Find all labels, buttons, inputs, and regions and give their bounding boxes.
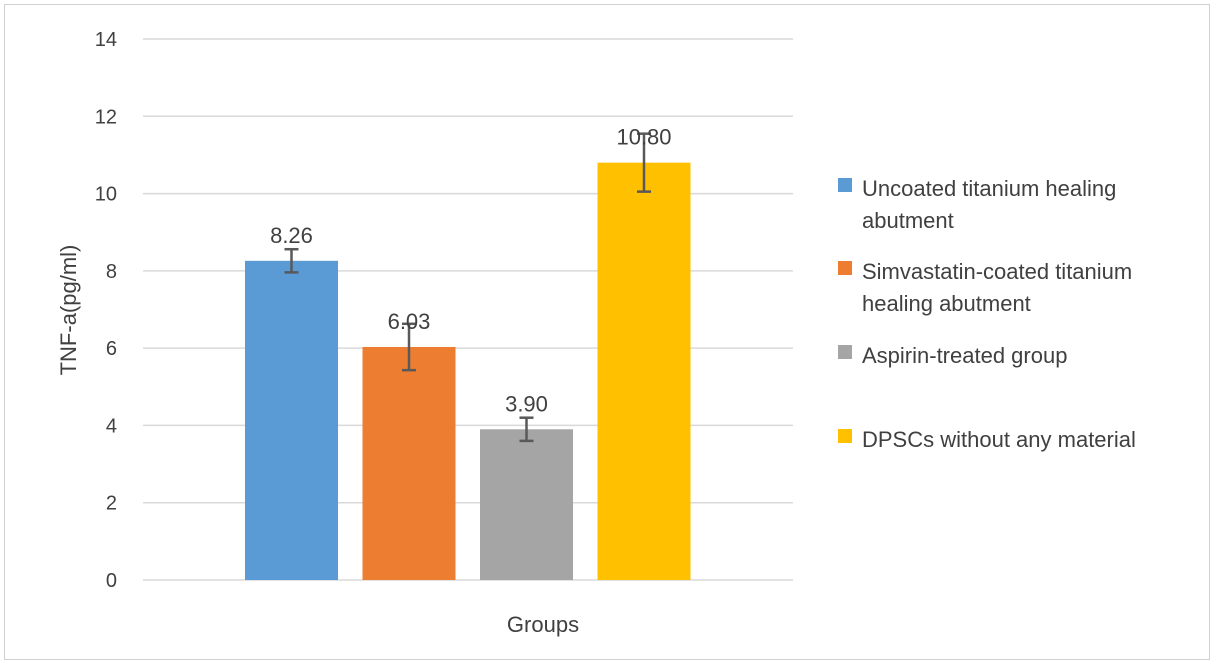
error-bar xyxy=(637,132,651,193)
x-axis-title: Groups xyxy=(507,612,579,637)
bar xyxy=(597,162,691,580)
bar xyxy=(245,260,338,580)
legend-label: Simvastatin-coated titanium xyxy=(862,259,1132,284)
y-tick-label: 14 xyxy=(95,29,117,51)
y-tick-label: 6 xyxy=(106,338,117,360)
legend-label: Uncoated titanium healing xyxy=(862,176,1116,201)
error-bars xyxy=(284,132,651,443)
y-tick-label: 10 xyxy=(95,184,117,206)
y-tick-label: 2 xyxy=(106,493,117,515)
legend-label: Aspirin-treated group xyxy=(862,343,1067,368)
legend-item: Aspirin-treated group xyxy=(838,343,1067,368)
data-label: 6.03 xyxy=(388,309,431,334)
bar xyxy=(362,346,456,580)
legend-swatch xyxy=(838,178,852,192)
legend-swatch xyxy=(838,429,852,443)
y-tick-label: 4 xyxy=(106,415,117,437)
legend-label: DPSCs without any material xyxy=(862,427,1136,452)
data-label: 3.90 xyxy=(505,391,548,416)
legend-item: Simvastatin-coated titanium healing abutm… xyxy=(838,259,1132,316)
error-bar xyxy=(519,416,534,443)
y-tick-label: 0 xyxy=(106,570,117,592)
y-axis-title: TNF-a(pg/ml) xyxy=(56,245,81,376)
legend: Uncoated titanium healing abutment Simvast… xyxy=(838,176,1136,452)
gridlines xyxy=(143,38,793,581)
legend-item: DPSCs without any material xyxy=(838,427,1136,452)
bar xyxy=(480,429,573,580)
y-axis-ticks: 0 2 4 6 8 10 12 14 xyxy=(95,29,117,592)
bars xyxy=(245,162,691,580)
y-tick-label: 12 xyxy=(95,106,117,128)
legend-swatch xyxy=(838,345,852,359)
y-tick-label: 8 xyxy=(106,261,117,283)
legend-item: Uncoated titanium healing abutment xyxy=(838,176,1116,233)
data-labels: 8.26 6.03 3.90 10.80 xyxy=(270,125,671,417)
error-bar xyxy=(402,322,416,372)
data-label: 8.26 xyxy=(270,223,313,248)
legend-swatch xyxy=(838,261,852,275)
legend-label: abutment xyxy=(862,208,954,233)
error-bar xyxy=(284,247,299,274)
legend-label: healing abutment xyxy=(862,291,1031,316)
data-label: 10.80 xyxy=(616,125,671,150)
